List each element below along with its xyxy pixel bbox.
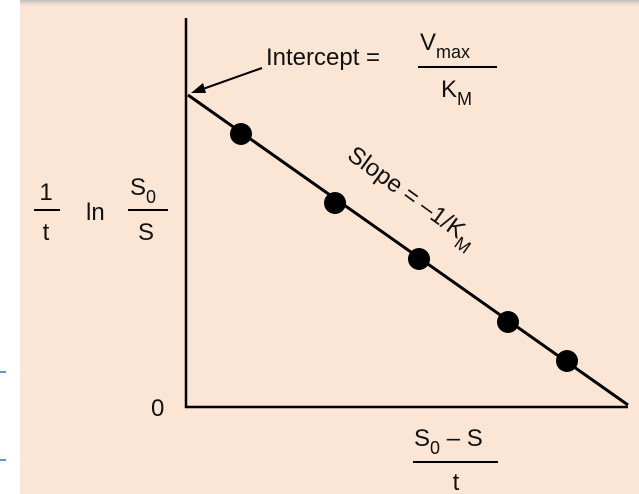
point	[230, 123, 252, 145]
y-num: 1	[39, 179, 52, 206]
y-ln: ln	[86, 199, 105, 226]
shadow	[20, 0, 639, 8]
sub: max	[436, 42, 470, 62]
x-num: S0 – S	[414, 425, 483, 458]
point	[497, 311, 519, 333]
intercept-num: Vmax	[420, 29, 470, 62]
y-den: t	[43, 219, 50, 246]
fit-line	[187, 93, 629, 407]
x-den: t	[453, 469, 460, 494]
y-num2: S0	[130, 174, 156, 207]
base: S	[414, 425, 430, 452]
rest: – S	[440, 425, 483, 452]
point	[556, 350, 578, 372]
sub: 0	[430, 438, 440, 458]
base: V	[420, 29, 436, 56]
sub: 0	[146, 187, 156, 207]
origin: 0	[151, 395, 164, 422]
y-den2: S	[138, 219, 154, 246]
arrowhead	[191, 83, 206, 93]
sub: M	[457, 89, 472, 109]
points	[230, 123, 578, 372]
point	[408, 248, 430, 270]
base: S	[130, 174, 146, 201]
intercept-den: KM	[441, 76, 472, 109]
point	[324, 192, 346, 214]
base: K	[441, 76, 457, 103]
arrow	[199, 67, 263, 91]
intercept-label: Intercept =	[266, 44, 380, 71]
figure-bg	[20, 0, 639, 494]
